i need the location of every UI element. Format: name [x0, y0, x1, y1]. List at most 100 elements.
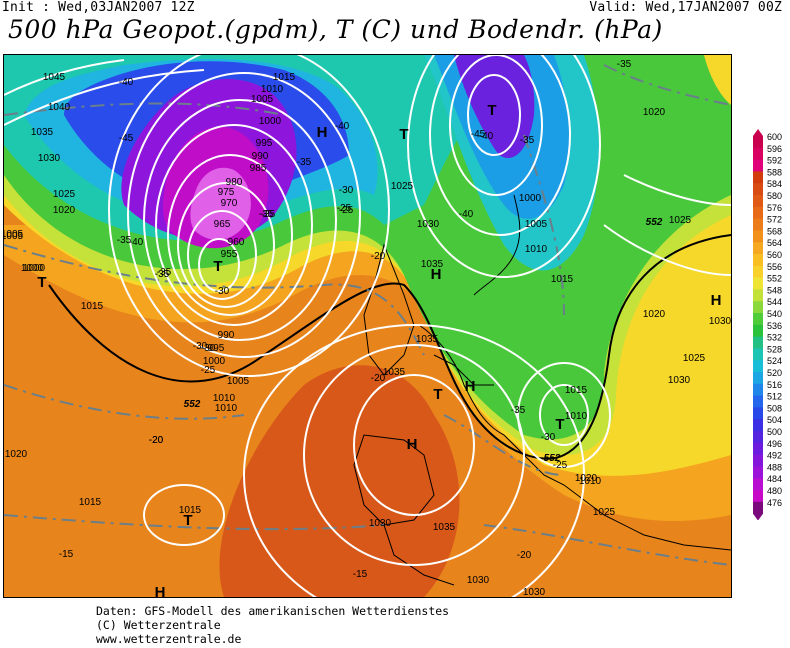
temp-label: -45: [119, 133, 134, 144]
high-marker: H: [431, 266, 442, 283]
legend-level-label: 536: [767, 321, 782, 331]
isobar-label: 1010: [565, 411, 588, 422]
isobar-label: 990: [252, 151, 269, 162]
legend-swatch: [753, 324, 763, 338]
fill-purple-east: [454, 55, 535, 159]
temp-label: -30: [215, 286, 230, 297]
legend-swatch: [753, 147, 763, 161]
isobar-label: 1010: [579, 476, 602, 487]
legend-level-label: 544: [767, 297, 782, 307]
legend-swatch: [753, 159, 763, 172]
temp-label: -20: [149, 435, 164, 446]
legend-swatch: [753, 254, 763, 267]
isobar-label: 1035: [383, 367, 406, 378]
isobar-labels: 1045 1040 1035 1030 1025 1020 1015 1010 …: [4, 72, 731, 597]
legend-swatch: [753, 442, 763, 456]
isobar-label: 1030: [709, 316, 731, 327]
isobar-label: 1020: [643, 309, 666, 320]
legend-swatch: [753, 383, 763, 397]
website: www.wetterzentrale.de: [96, 632, 242, 646]
temp-label: -40: [119, 77, 134, 88]
temp-label: -30: [193, 341, 208, 352]
temp-label: -35: [511, 405, 526, 416]
isobar-label: 1000: [203, 356, 226, 367]
isobar-label: 1030: [467, 575, 490, 586]
legend-level-label: 560: [767, 250, 782, 260]
isobar-label: 1005: [4, 229, 24, 240]
legend-level-label: 520: [767, 368, 782, 378]
color-legend: 600 596 592 588 584 580 576 572 568 564 560 556 552 5…: [748, 128, 790, 520]
isobar-label: 1030: [38, 153, 61, 164]
temp-label: -20: [517, 550, 532, 561]
isobar-label: 1010: [525, 244, 548, 255]
low-marker: T: [487, 102, 496, 119]
legend-level-label: 564: [767, 238, 782, 248]
legend-swatch: [753, 230, 763, 243]
legend-bottom-arrow: [753, 513, 763, 520]
legend-level-label: 580: [767, 191, 782, 201]
isobar-label: 1010: [213, 393, 236, 404]
isobar-label: 1020: [53, 205, 76, 216]
legend-level-label: 588: [767, 167, 782, 177]
fill-darkorange: [219, 365, 460, 597]
isobar-label: 1030: [369, 518, 392, 529]
legend-swatch: [753, 407, 763, 420]
legend-level-label: 496: [767, 439, 782, 449]
high-marker: H: [407, 436, 418, 453]
data-source: Daten: GFS-Modell des amerikanischen Wet…: [96, 604, 450, 618]
legend-level-label: 532: [767, 333, 782, 343]
footer: Daten: GFS-Modell des amerikanischen Wet…: [96, 604, 449, 646]
low-marker: T: [37, 274, 46, 291]
temperature-labels: -40 -45 -40 -35 -40 -35 -35 -30 -30 -30 …: [59, 59, 632, 580]
temp-label: -45: [471, 129, 486, 140]
isobar-label: 1035: [421, 259, 444, 270]
isobar-label: 1030: [417, 219, 440, 230]
isobar-label: 1045: [43, 72, 66, 83]
isobar-label: 995: [256, 138, 273, 149]
low-marker: T: [555, 416, 564, 433]
isobar-label: 955: [221, 249, 238, 260]
legend-swatch: [753, 289, 763, 302]
high-marker: H: [711, 292, 722, 309]
legend-level-label: 480: [767, 486, 782, 496]
isobar-label: 1000: [21, 263, 44, 274]
legend-swatch: [753, 501, 763, 515]
fill-yellow-ne: [704, 55, 731, 105]
isobar-label: 1005: [227, 376, 250, 387]
temp-label: -40: [335, 121, 350, 132]
legend-swatch: [753, 490, 763, 503]
temp-label: -30: [201, 343, 216, 354]
legend-level-label: 592: [767, 156, 782, 166]
legend-level-label: 476: [767, 498, 782, 508]
isobar-label: 1030: [523, 587, 546, 597]
isobar-label: 1015: [179, 505, 202, 516]
temp-label: -35: [117, 235, 132, 246]
isobar-label: 1035: [416, 334, 439, 345]
legend-level-label: 552: [767, 274, 782, 284]
isobar-label: 1025: [669, 215, 692, 226]
low-marker: T: [183, 512, 192, 529]
legend-level-label: 600: [767, 132, 782, 142]
legend-swatch: [753, 183, 763, 196]
geopot-552-label: 552: [544, 453, 561, 464]
temp-label: -30: [541, 432, 556, 443]
temp-label: -35: [155, 269, 170, 280]
geopot-labels: 552 552 552: [184, 217, 663, 464]
isobar-label: 970: [221, 198, 238, 209]
temp-label: -40: [129, 237, 144, 248]
isobars: [4, 55, 731, 597]
isobar-label: 1030: [668, 375, 691, 386]
legend-level-label: 488: [767, 462, 782, 472]
temp-label: -40: [479, 131, 494, 142]
isobar-label: 1025: [53, 189, 76, 200]
temp-label: -20: [149, 435, 164, 446]
legend-swatch: [753, 171, 763, 184]
legend-level-label: 492: [767, 451, 782, 461]
temp-label: -15: [59, 549, 74, 560]
legend-level-label: 576: [767, 203, 782, 213]
isobar-label: 1000: [519, 193, 542, 204]
valid-time: Valid: Wed,17JAN2007 00Z: [589, 0, 782, 15]
isobar-label: 1010: [261, 84, 284, 95]
temp-label: -35: [259, 209, 274, 220]
temp-label: -15: [353, 569, 368, 580]
